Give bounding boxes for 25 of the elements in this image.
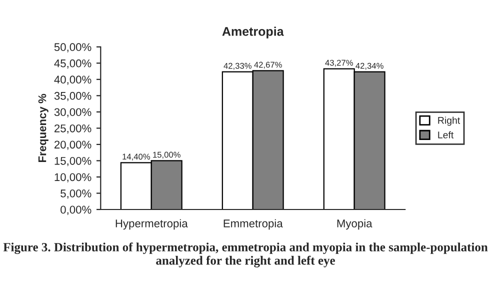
y-tick-label: 30,00%	[54, 108, 92, 118]
y-tick-label: 40,00%	[54, 76, 92, 85]
y-tick-label: 0,00%	[60, 206, 92, 215]
data-label: 14,40%	[122, 154, 150, 161]
data-label: 42,67%	[254, 62, 282, 69]
data-label: 15,00%	[153, 152, 180, 159]
y-tick-label: 20,00%	[54, 140, 92, 150]
y-tick-label: 45,00%	[54, 59, 92, 69]
x-tick-label: Hypermetropia	[116, 219, 188, 230]
caption: Figure 3. Distribution of hypermetropia, emmetropia and myopia in the sample-population analyzed for the right and left eye	[3, 242, 488, 268]
data-label: 42,33%	[224, 62, 252, 70]
data-label: 42,34%	[356, 62, 384, 70]
y-tick-label: 35,00%	[54, 92, 92, 102]
y-tick-label: 5,00%	[60, 190, 92, 199]
x-tick-label: Emmetropia	[224, 219, 283, 230]
x-tick-label: Myopia	[337, 219, 372, 230]
data-label: 43,27%	[325, 60, 353, 67]
y-tick-label: 50,00%	[54, 43, 92, 52]
chart-title: Ametropia	[222, 26, 284, 38]
y-tick-label: 15,00%	[54, 156, 92, 166]
y-tick-label: 10,00%	[54, 173, 92, 182]
legend-label: Left	[438, 131, 454, 138]
y-axis-title: Frequency %	[38, 94, 48, 162]
y-tick-label: 25,00%	[54, 124, 92, 134]
legend-label: Right	[438, 116, 460, 126]
